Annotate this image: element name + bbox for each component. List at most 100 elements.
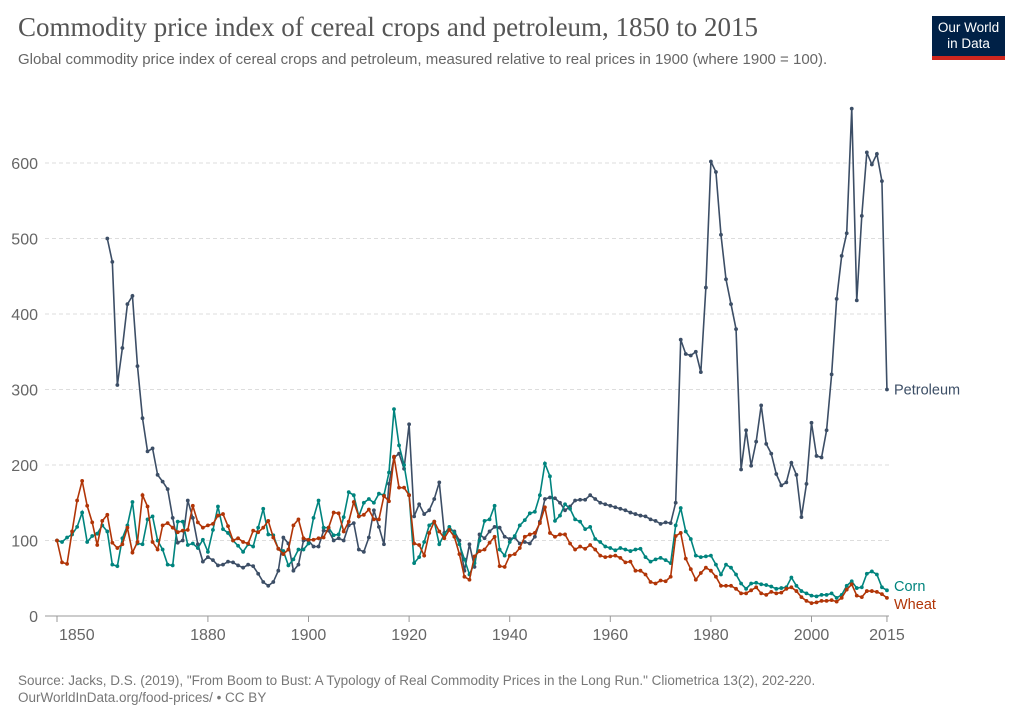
data-point-petroleum <box>784 480 789 485</box>
data-point-petroleum <box>115 383 120 387</box>
data-point-petroleum <box>382 542 386 547</box>
data-point-wheat <box>452 534 457 539</box>
data-point-petroleum <box>180 538 185 543</box>
data-point-wheat <box>653 581 658 586</box>
data-point-corn <box>719 572 723 577</box>
data-point-wheat <box>427 531 432 535</box>
data-point-wheat <box>714 574 718 579</box>
data-point-wheat <box>522 534 527 539</box>
owid-logo[interactable]: Our World in Data <box>932 16 1005 60</box>
data-point-wheat <box>663 579 668 584</box>
x-tick-label: 1850 <box>59 627 95 644</box>
data-point-wheat <box>366 507 371 512</box>
data-point-wheat <box>236 536 240 541</box>
data-point-wheat <box>160 523 165 528</box>
data-point-petroleum <box>140 416 145 421</box>
data-point-corn <box>648 559 653 564</box>
data-point-corn <box>462 557 467 562</box>
data-point-wheat <box>678 531 683 535</box>
data-point-corn <box>241 549 246 554</box>
data-point-wheat <box>316 536 321 541</box>
data-point-wheat <box>286 547 291 552</box>
data-point-corn <box>809 593 814 598</box>
data-point-wheat <box>719 583 723 588</box>
data-point-corn <box>85 540 90 544</box>
data-point-petroleum <box>276 568 281 573</box>
data-point-wheat <box>583 546 588 551</box>
data-point-wheat <box>794 589 799 593</box>
url-license[interactable]: OurWorldInData.org/food-prices/ • CC BY <box>18 690 267 705</box>
x-tick-label: 1980 <box>693 627 729 644</box>
data-point-corn <box>477 538 482 543</box>
data-point-petroleum <box>854 298 859 303</box>
data-point-petroleum <box>643 514 648 519</box>
data-point-corn <box>653 557 658 562</box>
data-point-petroleum <box>437 480 442 485</box>
data-point-corn <box>709 553 713 558</box>
data-point-wheat <box>598 553 603 558</box>
data-point-corn <box>734 572 738 577</box>
data-point-wheat <box>361 512 366 517</box>
data-point-wheat <box>85 503 90 508</box>
data-point-corn <box>693 553 698 558</box>
data-point-corn <box>190 541 195 546</box>
data-point-wheat <box>643 572 648 577</box>
x-tick-label: 1880 <box>190 627 226 644</box>
data-point-wheat <box>55 538 59 543</box>
data-point-corn <box>522 518 527 523</box>
data-point-petroleum <box>628 510 633 515</box>
data-point-corn <box>165 562 170 567</box>
data-point-petroleum <box>638 513 643 518</box>
data-point-wheat <box>729 583 733 588</box>
data-point-petroleum <box>266 583 271 588</box>
data-point-wheat <box>482 547 487 552</box>
data-point-petroleum <box>583 497 588 502</box>
source-text: Source: Jacks, D.S. (2019), "From Boom t… <box>18 673 816 688</box>
x-tick-label: 2000 <box>794 627 830 644</box>
data-point-wheat <box>437 529 442 534</box>
data-point-corn <box>185 543 190 547</box>
data-point-petroleum <box>492 525 497 529</box>
data-point-petroleum <box>407 422 411 427</box>
data-point-wheat <box>603 555 608 560</box>
data-point-corn <box>774 586 779 591</box>
chart-title: Commodity price index of cereal crops an… <box>18 12 759 42</box>
data-point-corn <box>678 506 683 510</box>
data-point-wheat <box>417 543 422 547</box>
data-point-petroleum <box>387 481 391 486</box>
data-point-wheat <box>80 478 85 483</box>
data-point-petroleum <box>653 518 658 523</box>
data-point-corn <box>633 547 638 552</box>
data-point-wheat <box>744 591 749 596</box>
data-point-corn <box>779 586 784 590</box>
data-point-wheat <box>668 574 673 579</box>
series-label-corn: Corn <box>894 579 925 595</box>
data-point-corn <box>698 555 703 560</box>
data-point-wheat <box>206 523 210 528</box>
data-point-wheat <box>693 577 698 582</box>
data-point-corn <box>829 591 834 596</box>
data-point-petroleum <box>522 540 527 544</box>
data-point-petroleum <box>170 515 175 520</box>
data-point-corn <box>548 474 552 479</box>
data-point-petroleum <box>774 472 779 476</box>
data-point-wheat <box>698 571 703 575</box>
data-point-wheat <box>764 592 769 597</box>
data-point-petroleum <box>371 508 376 513</box>
data-point-corn <box>321 525 326 530</box>
data-point-corn <box>628 549 633 553</box>
data-point-petroleum <box>678 337 683 342</box>
data-point-petroleum <box>543 497 547 501</box>
data-point-corn <box>643 555 648 560</box>
data-point-petroleum <box>185 498 190 503</box>
data-point-wheat <box>175 530 180 535</box>
data-point-petroleum <box>527 541 532 546</box>
data-point-petroleum <box>764 441 769 446</box>
data-point-corn <box>457 542 462 547</box>
data-point-wheat <box>527 532 532 537</box>
data-point-petroleum <box>703 285 708 290</box>
data-point-petroleum <box>316 544 321 549</box>
data-point-corn <box>236 543 240 548</box>
data-point-corn <box>714 562 718 567</box>
data-point-wheat <box>321 535 326 540</box>
